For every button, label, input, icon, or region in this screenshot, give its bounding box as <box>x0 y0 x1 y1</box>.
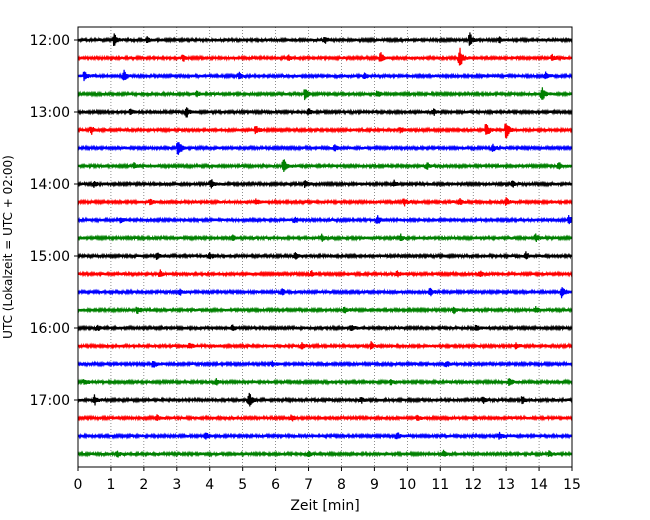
x-tick-label: 8 <box>337 477 346 493</box>
trace-1730 <box>77 431 573 440</box>
y-tick-label: 17:00 <box>30 393 70 409</box>
trace-1300 <box>77 107 573 118</box>
y-tick-label: 15:00 <box>30 249 70 265</box>
trace-1715 <box>77 414 573 422</box>
x-tick-label: 13 <box>497 477 515 493</box>
trace-1645 <box>77 378 573 386</box>
y-axis-label: UTC (Lokalzeit = UTC + 02:00) <box>1 155 15 339</box>
x-tick-label: 14 <box>530 477 548 493</box>
trace-1345 <box>77 159 573 173</box>
x-tick-label: 1 <box>106 477 115 493</box>
trace-1215 <box>77 47 573 66</box>
x-axis: 0 1 2 3 4 5 6 7 8 9 10 11 12 13 14 15 <box>74 467 581 493</box>
trace-1745 <box>77 449 573 458</box>
trace-1415 <box>77 197 573 207</box>
trace-1200 <box>77 32 573 47</box>
y-tick-label: 12:00 <box>30 33 70 49</box>
x-tick-label: 0 <box>74 477 83 493</box>
y-tick-label: 13:00 <box>30 105 70 121</box>
y-tick-label: 16:00 <box>30 321 70 337</box>
trace-1515 <box>77 269 573 278</box>
plot-frame <box>77 26 573 468</box>
y-axis: 12:00 13:00 14:00 15:00 16:00 17:00 <box>30 33 78 409</box>
y-tick-label: 14:00 <box>30 177 70 193</box>
trace-1330 <box>77 142 573 155</box>
trace-1315 <box>77 123 573 139</box>
trace-1230 <box>77 69 573 82</box>
trace-1600 <box>77 324 573 332</box>
trace-1400 <box>77 179 573 189</box>
x-tick-label: 9 <box>370 477 379 493</box>
trace-1445 <box>77 233 573 242</box>
trace-1245 <box>77 87 573 101</box>
trace-1700 <box>77 392 573 407</box>
grid-lines <box>110 27 540 467</box>
x-axis-label: Zeit [min] <box>290 498 359 514</box>
x-tick-label: 3 <box>172 477 181 493</box>
trace-1615 <box>77 341 573 350</box>
x-tick-label: 4 <box>205 477 214 493</box>
x-tick-label: 15 <box>563 477 581 493</box>
x-tick-label: 5 <box>238 477 247 493</box>
trace-1530 <box>77 287 573 299</box>
x-tick-label: 7 <box>304 477 313 493</box>
x-tick-label: 11 <box>431 477 449 493</box>
x-tick-label: 6 <box>271 477 280 493</box>
seismogram-traces <box>77 32 573 458</box>
x-tick-label: 12 <box>464 477 482 493</box>
trace-1630 <box>77 360 573 368</box>
trace-1430 <box>77 214 573 225</box>
trace-1545 <box>77 305 573 315</box>
x-tick-label: 10 <box>398 477 416 493</box>
trace-1500 <box>77 251 573 260</box>
x-tick-label: 2 <box>139 477 148 493</box>
